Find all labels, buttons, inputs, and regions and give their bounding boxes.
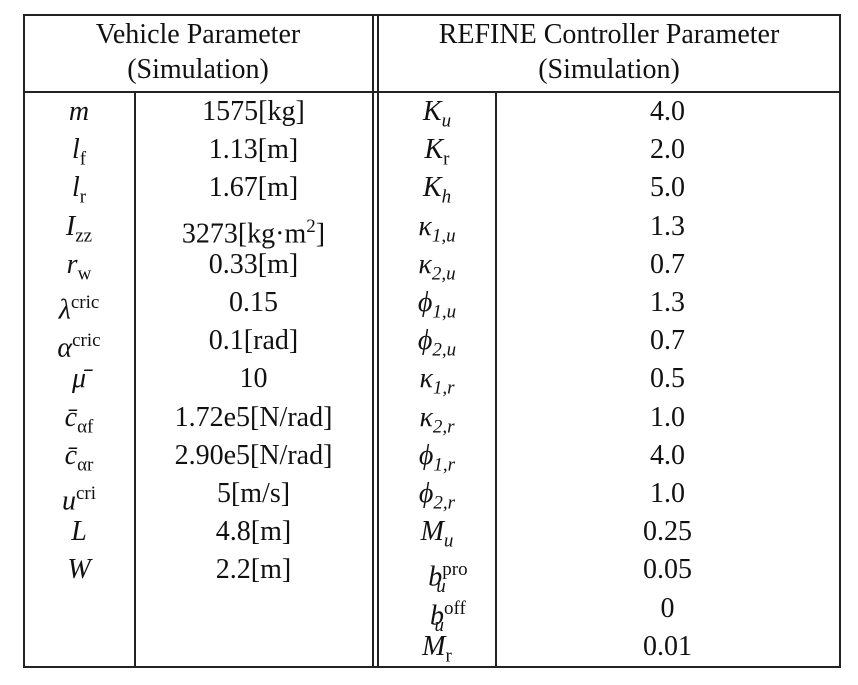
vehicle-param-symbol: lf <box>71 134 87 170</box>
controller-param-symbol: ϕ1,u <box>417 287 457 323</box>
table-top-rule <box>23 14 841 16</box>
controller-param-symbol: Kh <box>422 172 452 208</box>
controller-param-symbol: boffu <box>430 597 466 636</box>
controller-header-title: REFINE Controller Parameter <box>438 19 780 50</box>
vehicle-param-symbol: rw <box>66 248 92 285</box>
controller-param-value: 0.01 <box>643 630 692 662</box>
vehicle-param-value: 5[m/s] <box>216 478 291 509</box>
vehicle-param-value: 2.2[m] <box>215 554 292 586</box>
vehicle-param-symbol: m <box>68 96 90 127</box>
vehicle-param-value: 4.8[m] <box>215 516 292 548</box>
center-double-rule-right <box>377 14 379 668</box>
center-double-rule-left <box>372 14 374 668</box>
controller-param-value: 0.05 <box>643 554 692 586</box>
controller-param-value: 0.5 <box>650 363 685 395</box>
controller-param-value: 2.0 <box>650 134 685 166</box>
controller-param-value: 0.7 <box>650 248 685 280</box>
controller-param-value: 1.0 <box>650 401 685 433</box>
vehicle-param-symbol: W <box>67 554 91 586</box>
controller-param-value: 0.25 <box>643 516 692 548</box>
controller-param-value: 1.3 <box>650 210 685 242</box>
controller-param-value: 0 <box>660 592 675 624</box>
vehicle-param-symbol: μ̄ <box>71 363 87 395</box>
vehicle-param-value: 3273[kg·m2] <box>181 215 326 249</box>
table-right-rule <box>839 14 841 668</box>
vehicle-param-value: 1.13[m] <box>208 134 299 166</box>
controller-param-value: 4.0 <box>650 439 685 471</box>
vehicle-param-symbol: c̄αf <box>64 401 94 438</box>
vehicle-param-symbol: αcric <box>57 330 101 364</box>
controller-param-symbol: Kr <box>424 134 450 170</box>
vehicle-param-value: 1.67[m] <box>208 172 299 204</box>
controller-param-value: 4.0 <box>650 96 685 127</box>
vehicle-param-symbol: Izz <box>65 210 93 247</box>
header-bottom-rule <box>23 91 841 93</box>
vehicle-param-symbol: L <box>71 516 87 548</box>
vehicle-param-value: 0.1[rad] <box>208 325 299 357</box>
controller-param-symbol: ϕ1,r <box>418 439 456 476</box>
controller-param-symbol: κ1,u <box>418 210 456 247</box>
vehicle-header-subtitle: (Simulation) <box>127 54 269 85</box>
controller-param-symbol: bprou <box>428 559 468 598</box>
vehicle-param-value: 2.90e5[N/rad] <box>174 439 333 471</box>
table-left-rule <box>23 14 25 668</box>
parameter-table: Vehicle Parameter (Simulation) REFINE Co… <box>23 14 841 668</box>
vehicle-param-value: 1.72e5[N/rad] <box>174 401 333 433</box>
vehicle-param-value: 0.33[m] <box>208 248 299 280</box>
controller-param-symbol: κ1,r <box>419 363 455 399</box>
controller-param-symbol: κ2,u <box>418 248 456 285</box>
vehicle-param-symbol: lr <box>71 172 87 208</box>
controller-param-value: 1.0 <box>650 478 685 509</box>
controller-param-symbol: Mr <box>422 630 452 667</box>
vehicle-param-symbol: λcric <box>58 292 100 326</box>
controller-param-symbol: Mu <box>420 516 454 552</box>
controller-param-symbol: Ku <box>422 96 452 132</box>
vehicle-col-divider <box>134 92 136 667</box>
controller-param-symbol: κ2,r <box>419 401 455 438</box>
controller-param-value: 0.7 <box>650 325 685 357</box>
controller-param-symbol: ϕ2,u <box>417 325 457 361</box>
table-bottom-rule <box>23 666 841 668</box>
controller-header-subtitle: (Simulation) <box>538 54 680 85</box>
vehicle-param-symbol: c̄αr <box>64 439 94 476</box>
controller-param-value: 1.3 <box>650 287 685 318</box>
controller-param-symbol: ϕ2,r <box>418 478 456 514</box>
vehicle-param-value: 10 <box>239 363 268 395</box>
vehicle-header-title: Vehicle Parameter <box>95 19 301 50</box>
vehicle-param-symbol: ucri <box>61 483 97 517</box>
vehicle-param-value: 1575[kg] <box>202 96 305 127</box>
controller-param-value: 5.0 <box>650 172 685 204</box>
vehicle-param-value: 0.15 <box>229 287 278 318</box>
controller-col-divider <box>495 92 497 667</box>
